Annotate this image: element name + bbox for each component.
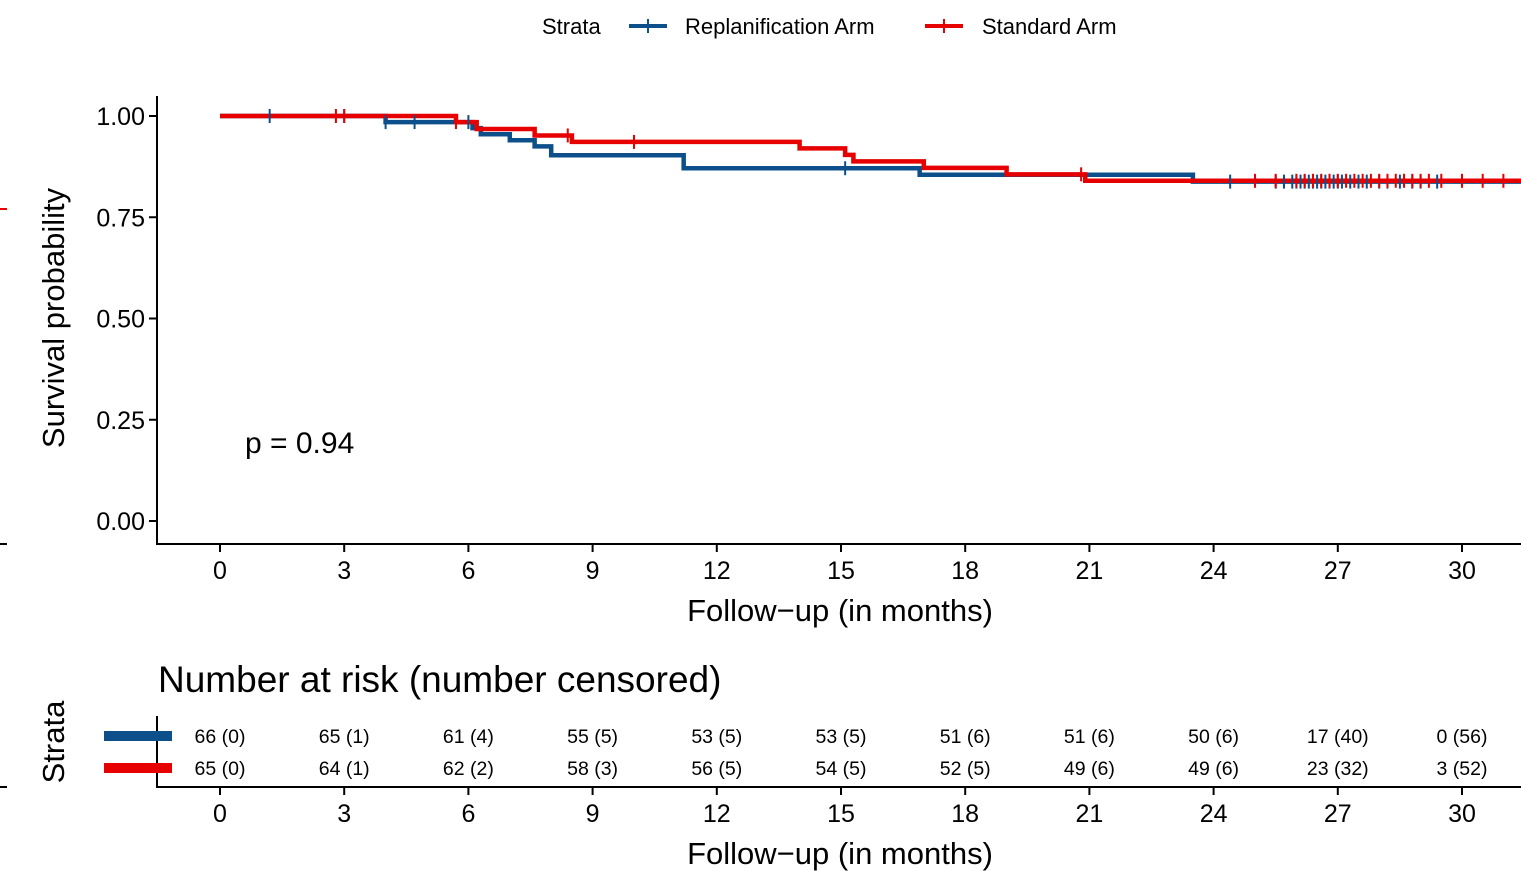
x-tick-label: 6	[461, 800, 475, 828]
censor-marks	[268, 109, 1505, 189]
x-tick-label: 12	[703, 557, 731, 585]
x-tick-label: 9	[586, 557, 600, 585]
legend-title: Strata	[542, 14, 601, 39]
risk-cell: 53 (5)	[816, 726, 867, 748]
x-tick-label: 6	[461, 557, 475, 585]
risk-cell: 49 (6)	[1064, 758, 1115, 780]
x-tick-label: 0	[213, 557, 227, 585]
legend-key-standard	[925, 19, 963, 33]
x-tick-label: 3	[337, 800, 351, 828]
risk-row-keys	[104, 731, 172, 773]
x-tick-label: 21	[1075, 800, 1103, 828]
p-value-label: p = 0.94	[245, 427, 354, 460]
risk-table-ylabel: Strata	[36, 700, 71, 783]
x-tick-label: 27	[1324, 800, 1352, 828]
y-tick-label: 0.50	[96, 306, 145, 334]
y-axis-title: Survival probability	[36, 187, 71, 448]
risk-cell: 52 (5)	[940, 758, 991, 780]
risk-cell: 61 (4)	[443, 726, 494, 748]
risk-cell: 51 (6)	[1064, 726, 1115, 748]
x-tick-label: 9	[586, 800, 600, 828]
risk-cell: 54 (5)	[816, 758, 867, 780]
x-tick-label: 15	[827, 557, 855, 585]
legend-key-replanification	[629, 19, 667, 33]
x-tick-label: 18	[951, 800, 979, 828]
x-tick-label: 24	[1200, 800, 1228, 828]
x-tick-label: 30	[1448, 557, 1476, 585]
legend-label-standard: Standard Arm	[982, 14, 1117, 39]
risk-x-axis-title: Follow−up (in months)	[687, 836, 993, 871]
x-tick-label: 30	[1448, 800, 1476, 828]
risk-cell: 3 (52)	[1437, 758, 1488, 780]
x-tick-label: 0	[213, 800, 227, 828]
risk-table-cells: 66 (0) 65 (1) 61 (4) 55 (5) 53 (5) 53 (5) 51 (…	[195, 726, 1488, 780]
y-axis-ticks: 0.00 0.25 0.50 0.75 1.00	[96, 103, 157, 536]
x-tick-label: 3	[337, 557, 351, 585]
risk-cell: 56 (5)	[691, 758, 742, 780]
risk-cell: 55 (5)	[567, 726, 618, 748]
risk-cell: 17 (40)	[1307, 726, 1369, 748]
risk-cell: 51 (6)	[940, 726, 991, 748]
risk-cell: 65 (0)	[195, 758, 246, 780]
legend-label-replanification: Replanification Arm	[685, 14, 875, 39]
survival-curve-standard	[220, 113, 1521, 184]
risk-x-axis-ticks: 0 3 6 9 12 15 18 21 24 27 30	[213, 787, 1476, 828]
x-tick-label: 21	[1075, 557, 1103, 585]
survival-curves	[220, 113, 1521, 184]
x-tick-label: 24	[1200, 557, 1228, 585]
risk-cell: 58 (3)	[567, 758, 618, 780]
risk-cell: 49 (6)	[1188, 758, 1239, 780]
risk-cell: 64 (1)	[319, 758, 370, 780]
x-tick-label: 15	[827, 800, 855, 828]
risk-cell: 23 (32)	[1307, 758, 1369, 780]
y-tick-label: 0.75	[96, 204, 145, 232]
x-axis-ticks: 0 3 6 9 12 15 18 21 24 27 30	[213, 544, 1476, 585]
legend: Strata Replanification Arm Standard Arm	[542, 14, 1117, 39]
risk-cell: 53 (5)	[691, 726, 742, 748]
x-tick-label: 18	[951, 557, 979, 585]
risk-cell: 50 (6)	[1188, 726, 1239, 748]
x-tick-label: 12	[703, 800, 731, 828]
x-axis-title: Follow−up (in months)	[687, 593, 993, 628]
x-tick-label: 27	[1324, 557, 1352, 585]
y-tick-label: 1.00	[96, 103, 145, 131]
risk-cell: 0 (56)	[1437, 726, 1488, 748]
risk-cell: 66 (0)	[195, 726, 246, 748]
risk-table-title: Number at risk (number censored)	[158, 659, 721, 700]
risk-cell: 65 (1)	[319, 726, 370, 748]
risk-cell: 62 (2)	[443, 758, 494, 780]
y-tick-label: 0.25	[96, 407, 145, 435]
y-tick-label: 0.00	[96, 508, 145, 536]
